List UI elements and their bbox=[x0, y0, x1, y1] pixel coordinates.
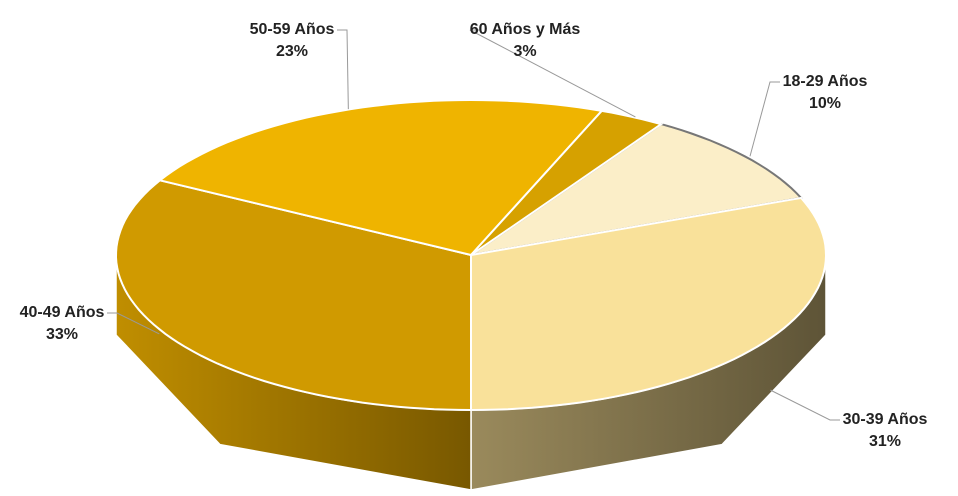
leader-line bbox=[337, 29, 349, 110]
slice-value-label: 23% bbox=[276, 43, 308, 60]
slice bbox=[470, 123, 804, 256]
leader-line bbox=[107, 312, 160, 335]
slice-label: 50-59 Años bbox=[250, 21, 335, 38]
slice bbox=[470, 196, 828, 412]
leader-line bbox=[770, 389, 840, 421]
slice-value-label: 3% bbox=[513, 43, 536, 60]
slice-label: 60 Años y Más bbox=[470, 21, 581, 38]
slice-value-label: 31% bbox=[869, 433, 901, 450]
slice-label: 40-49 Años bbox=[20, 304, 105, 321]
slice bbox=[114, 179, 472, 412]
slice-label: 18-29 Años bbox=[783, 73, 868, 90]
slice-value-label: 33% bbox=[46, 326, 78, 343]
slice-label: 30-39 Años bbox=[843, 411, 928, 428]
slice bbox=[470, 109, 664, 256]
leader-line bbox=[469, 29, 636, 118]
leader-line bbox=[749, 81, 780, 157]
slice-value-label: 10% bbox=[809, 95, 841, 112]
slice bbox=[157, 98, 604, 257]
